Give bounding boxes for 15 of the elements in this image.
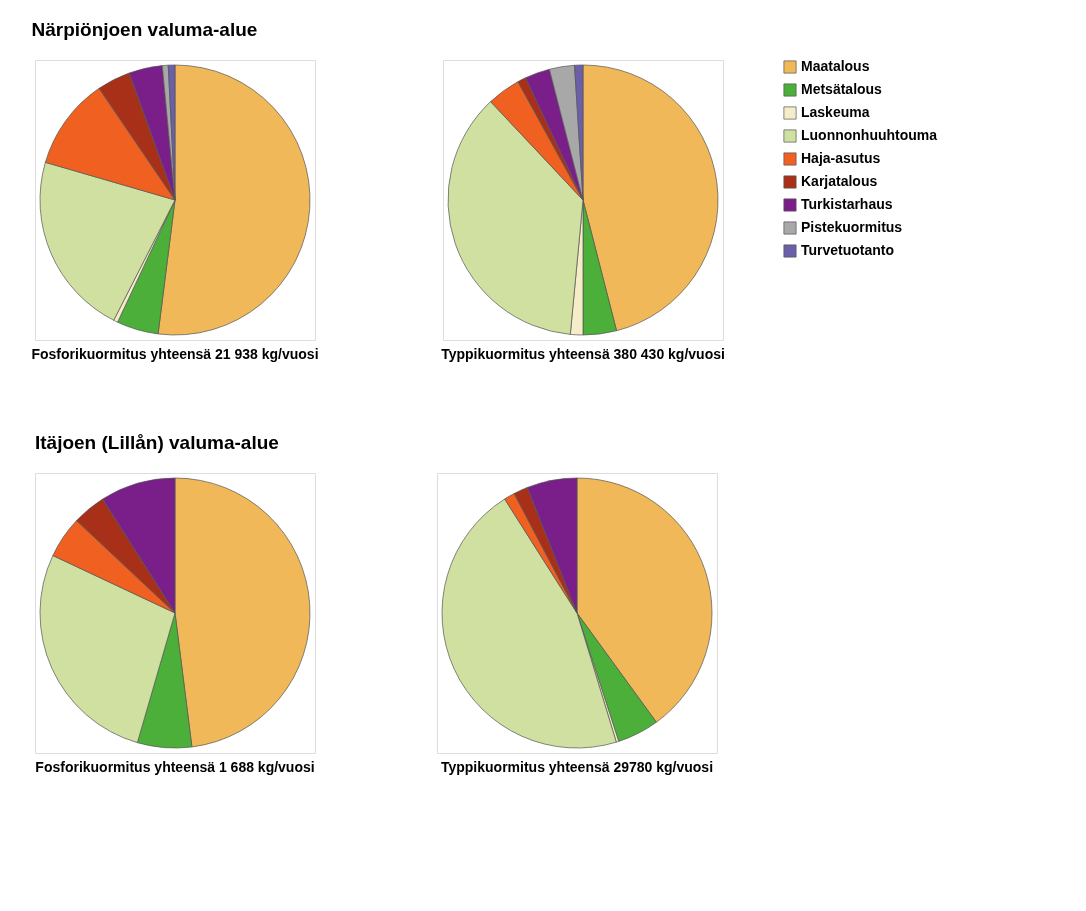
legend-label: Metsätalous [801,81,883,97]
legend-label: Luonnonhuuhtouma [801,127,938,143]
legend-label: Maatalous [801,58,870,74]
chart-title: Närpiönjoen valuma-alue [31,19,258,40]
text: Typpikuormitus yhteensä 29780 kg/vuosi [440,759,714,775]
text: Typpikuormitus yhteensä 380 430 kg/vuosi [441,346,725,362]
legend-label: Laskeuma [801,104,870,120]
legend-label: Pistekuormitus [801,219,903,235]
chart-title: Itäjoen (Lillån) valuma-alue [35,432,279,453]
text: Fosforikuormitus yhteensä 21 938 kg/vuosi [31,346,319,362]
legend-label: Turkistarhaus [801,196,893,212]
legend-label: Turvetuotanto [801,242,895,258]
text: Fosforikuormitus yhteensä 1 688 kg/vuosi [35,759,315,775]
legend-label: Karjatalous [801,173,878,189]
legend-label: Haja-asutus [801,150,881,166]
